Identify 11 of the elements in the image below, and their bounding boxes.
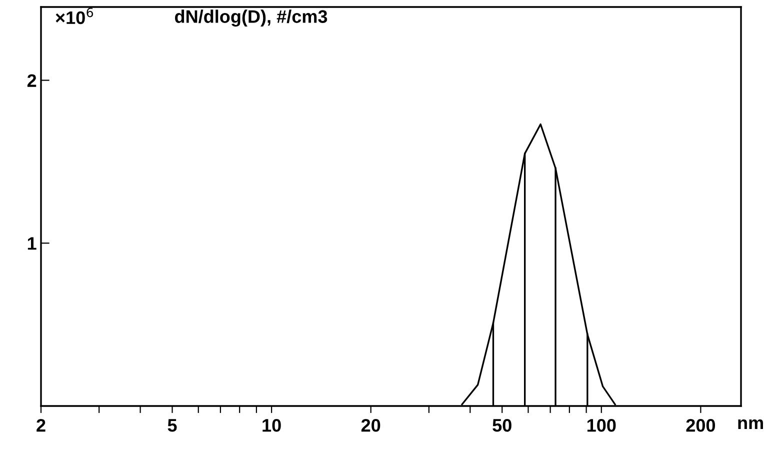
y-tick-label: 1 [28,237,36,250]
x-axis-title: nm [738,419,763,430]
x-tick-label: 100 [587,418,616,432]
x-tick-label: 200 [686,418,716,432]
x-tick-label: 20 [361,418,380,432]
x-tick-label: 2 [36,418,46,432]
x-tick-label: 10 [262,418,281,432]
x-tick-label: 50 [492,418,512,432]
y-axis-title: ×10$^{6}$ [56,8,94,24]
x-tick-label: 5 [168,419,177,432]
chart-title: dN/dlog(D), #/cm3 [175,10,328,27]
